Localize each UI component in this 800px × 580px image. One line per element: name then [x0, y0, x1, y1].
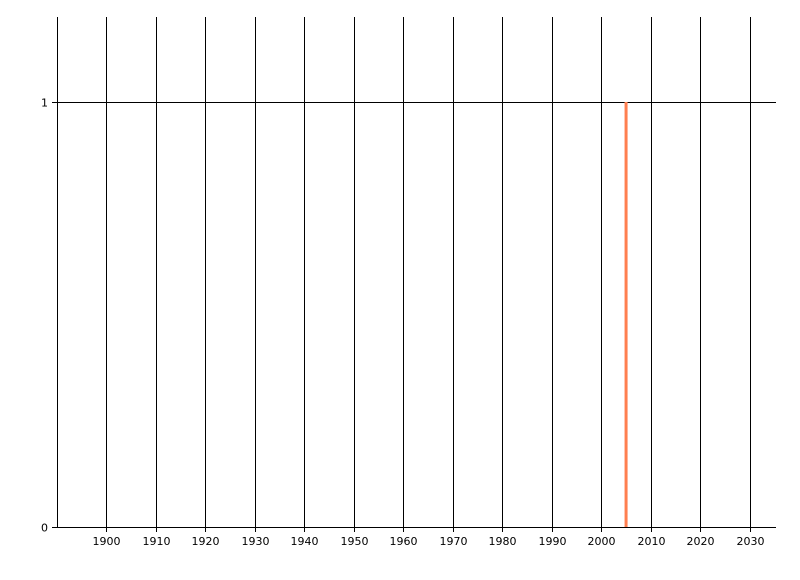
- x-tick-label: 2000: [588, 535, 616, 548]
- x-tick-label: 1980: [489, 535, 517, 548]
- x-tick-label: 1920: [192, 535, 220, 548]
- x-tick-label: 1960: [390, 535, 418, 548]
- x-tick-label: 1930: [242, 535, 270, 548]
- x-tick-label: 2020: [687, 535, 715, 548]
- x-tick-label: 1910: [143, 535, 171, 548]
- x-tick-label: 2030: [737, 535, 765, 548]
- x-tick-label: 1940: [291, 535, 319, 548]
- y-tick-label: 1: [41, 97, 48, 110]
- x-tick-label: 1900: [93, 535, 121, 548]
- x-tick-label: 1990: [539, 535, 567, 548]
- y-tick-label: 0: [41, 522, 48, 535]
- bar: [624, 102, 628, 527]
- x-tick-label: 1970: [440, 535, 468, 548]
- x-tick-label: 1950: [341, 535, 369, 548]
- x-tick-label: 2010: [638, 535, 666, 548]
